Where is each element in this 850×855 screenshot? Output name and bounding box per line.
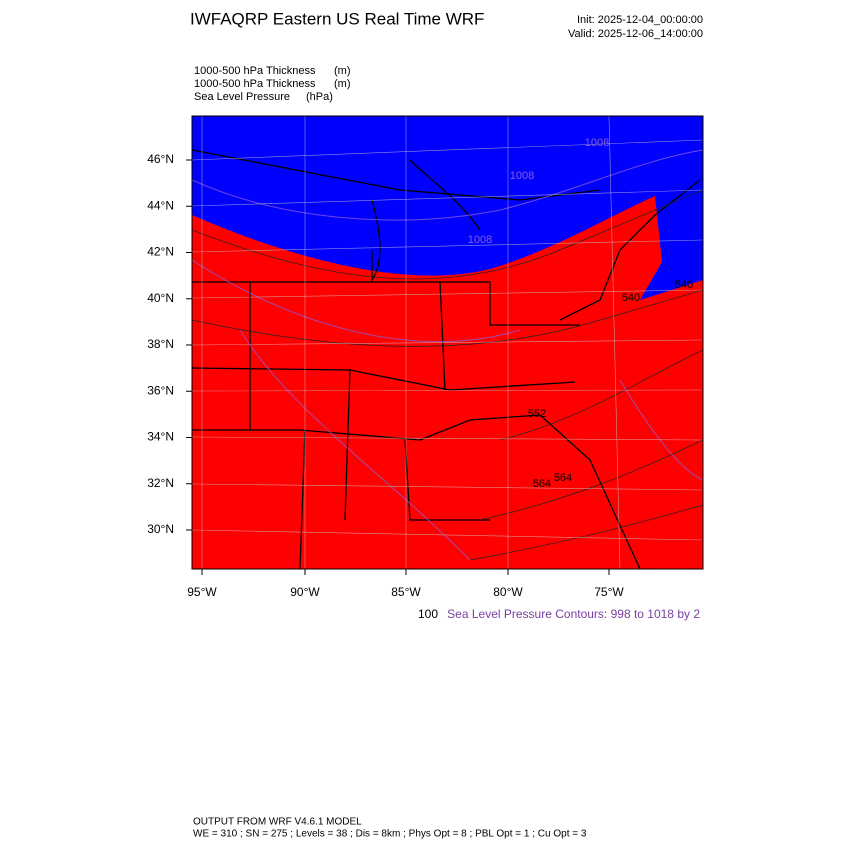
field-name: 1000-500 hPa Thickness: [194, 78, 316, 90]
lat-label: 40°N: [147, 291, 174, 305]
lon-label: 85°W: [391, 585, 421, 599]
borders: [192, 149, 701, 569]
contour-label: 564: [533, 478, 551, 490]
contour-label: 564: [554, 472, 572, 484]
contour-label: 1008: [585, 137, 609, 149]
lat-label: 38°N: [147, 337, 174, 351]
warm-region: [192, 196, 703, 569]
field-unit: (m): [334, 65, 351, 77]
init-time: Init: 2025-12-04_00:00:00: [577, 14, 703, 26]
lon-label: 80°W: [493, 585, 523, 599]
lon-label: 95°W: [187, 585, 217, 599]
valid-time: Valid: 2025-12-06_14:00:00: [568, 28, 703, 40]
contour-label: 1008: [510, 170, 534, 182]
lat-label: 42°N: [147, 245, 174, 259]
field-unit: (hPa): [306, 91, 333, 103]
thickness-contours: [192, 189, 703, 561]
contour-label: 540: [622, 292, 640, 304]
field-name: 1000-500 hPa Thickness: [194, 65, 316, 77]
field-name: Sea Level Pressure: [194, 91, 290, 103]
lat-label: 30°N: [147, 522, 174, 536]
footer-line: OUTPUT FROM WRF V4.6.1 MODEL: [193, 817, 362, 828]
lon-label: 75°W: [594, 585, 624, 599]
contour-label: 540: [675, 279, 693, 291]
contour-note-prefix: 100: [418, 607, 438, 621]
lat-label: 46°N: [147, 152, 174, 166]
footer-line: WE = 310 ; SN = 275 ; Levels = 38 ; Dis …: [193, 829, 587, 840]
lon-label: 90°W: [290, 585, 320, 599]
lat-label: 44°N: [147, 198, 174, 212]
lat-label: 36°N: [147, 383, 174, 397]
pressure-contours: [192, 149, 703, 561]
plot-frame: [191, 115, 704, 570]
title: IWFAQRP Eastern US Real Time WRF: [190, 9, 484, 28]
contour-label: 1008: [468, 234, 492, 246]
map-plot: [191, 115, 704, 570]
field-unit: (m): [334, 78, 351, 90]
contour-note: Sea Level Pressure Contours: 998 to 1018…: [447, 607, 700, 621]
contour-label: 552: [528, 408, 546, 420]
lat-label: 32°N: [147, 476, 174, 490]
graticule: [192, 116, 703, 569]
lat-label: 34°N: [147, 430, 174, 444]
